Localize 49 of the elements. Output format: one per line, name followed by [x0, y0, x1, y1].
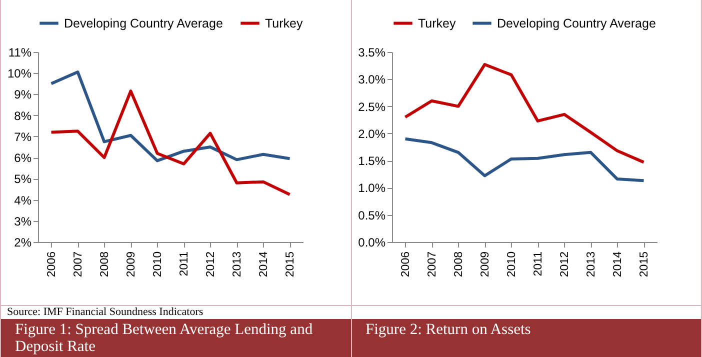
- y-tick-label: 1.0%: [358, 181, 386, 196]
- x-tick-label: 2014: [258, 250, 270, 278]
- x-tick-label: 2011: [178, 252, 190, 276]
- legend-label: Developing Country Average: [64, 16, 223, 30]
- y-tick-label: 11%: [8, 46, 32, 60]
- line-series: [50, 70, 292, 162]
- legend-label: Developing Country Average: [496, 16, 656, 30]
- y-tick-label: 7%: [14, 130, 32, 144]
- x-tick-label: 2006: [399, 252, 412, 278]
- y-tick-label: 4%: [14, 193, 32, 208]
- x-tick-label: 2007: [426, 252, 438, 278]
- source-note: Source: IMF Financial Soundness Indicators: [7, 306, 204, 318]
- caption: Figure 1: Spread Between Average Lending and Deposit Rate: [1, 319, 350, 357]
- y-tick-label: 1.5%: [358, 154, 386, 168]
- y-tick-label: 2%: [14, 236, 32, 250]
- x-tick-label: 2014: [611, 250, 624, 278]
- x-tick-label: 2013: [231, 252, 244, 278]
- x-tick-label: 2009: [125, 252, 138, 278]
- y-tick-label: 3.5%: [358, 46, 386, 60]
- line-series: [50, 90, 292, 196]
- y-tick-label: 2.0%: [358, 126, 386, 141]
- line-series: [403, 137, 645, 182]
- x-tick-label: 2008: [98, 252, 111, 278]
- x-tick-label: 2010: [152, 252, 164, 278]
- x-tick-label: 2012: [204, 252, 217, 278]
- y-tick-label: 3%: [14, 214, 32, 228]
- y-tick-label: 10%: [7, 66, 32, 81]
- x-tick-label: 2010: [505, 252, 518, 278]
- legend-label: Turkey: [418, 16, 456, 30]
- x-tick-label: 2008: [452, 252, 464, 278]
- y-tick-label: 8%: [14, 108, 32, 123]
- legend-label: Turkey: [265, 16, 304, 30]
- x-tick-label: 2009: [478, 252, 491, 278]
- line-series: [403, 62, 645, 164]
- y-tick-label: 5%: [14, 172, 32, 186]
- x-tick-label: 2006: [46, 252, 58, 278]
- x-tick-label: 2015: [284, 252, 296, 278]
- y-tick-label: 3.0%: [358, 72, 386, 87]
- y-tick-label: 9%: [14, 88, 32, 102]
- x-tick-label: 2013: [584, 252, 597, 278]
- caption: Figure 2: Return on Assets: [352, 319, 701, 357]
- y-tick-label: 2.5%: [358, 100, 386, 114]
- x-tick-label: 2011: [532, 252, 544, 276]
- x-tick-label: 2012: [558, 252, 570, 278]
- x-tick-label: 2015: [638, 252, 650, 278]
- y-tick-label: 0.0%: [358, 236, 386, 250]
- x-tick-label: 2007: [72, 252, 84, 278]
- y-tick-label: 6%: [14, 151, 32, 166]
- y-tick-label: 0.5%: [358, 208, 386, 222]
